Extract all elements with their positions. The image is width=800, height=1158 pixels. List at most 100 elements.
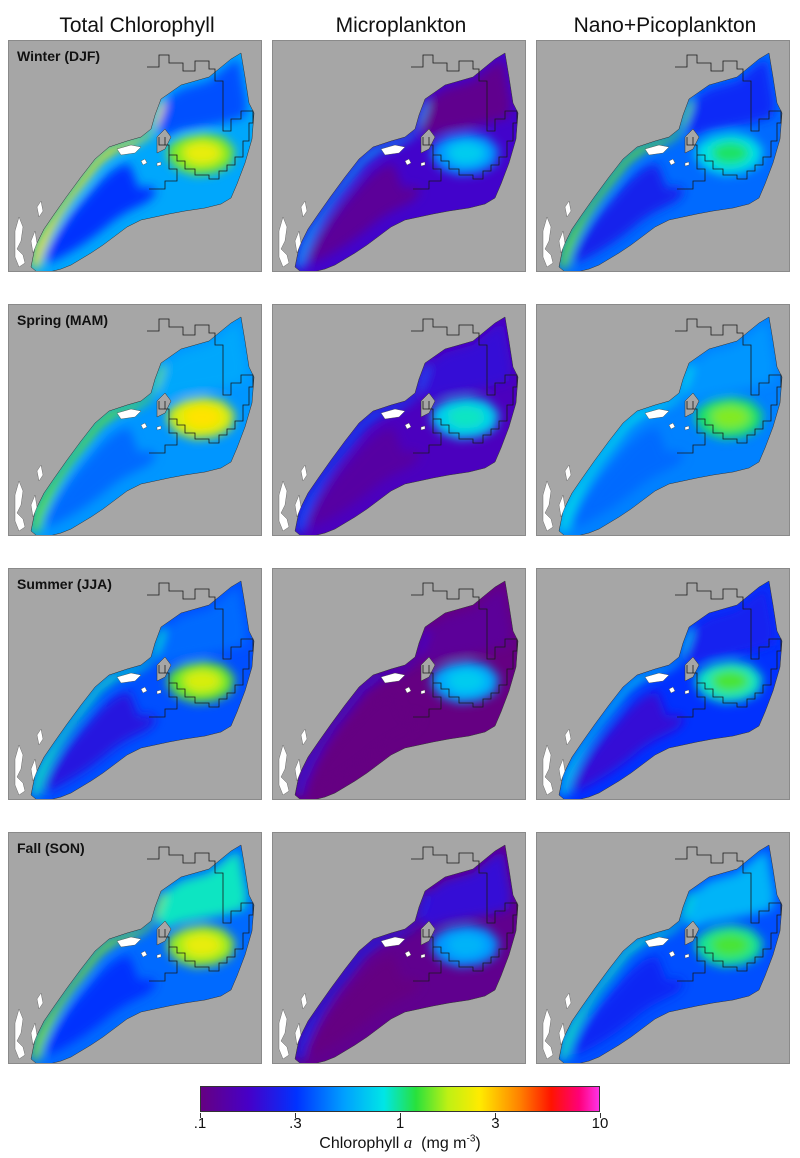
mid-shelf-region bbox=[307, 955, 421, 1055]
estuary bbox=[558, 1022, 566, 1046]
colorbar-tick bbox=[599, 1113, 601, 1118]
estuary bbox=[564, 464, 572, 482]
colorbar-tick bbox=[294, 1113, 296, 1118]
map-panel-fall-micro bbox=[272, 832, 526, 1064]
shelf-outline bbox=[30, 580, 255, 799]
ecoregion-boundary bbox=[411, 582, 518, 708]
shelf-outline bbox=[30, 52, 255, 271]
map-svg bbox=[542, 316, 783, 535]
cape-cod-land bbox=[684, 920, 700, 946]
gulf-of-maine-region bbox=[685, 323, 775, 401]
map-panel-spring-total: Spring (MAM) bbox=[8, 304, 262, 536]
cape-cod-land bbox=[420, 920, 436, 946]
map-panel-spring-nanopico bbox=[536, 304, 790, 536]
estuary bbox=[14, 480, 26, 532]
georges-bank-core bbox=[183, 141, 223, 165]
estuary bbox=[36, 992, 44, 1010]
island bbox=[156, 689, 162, 695]
georges-bank-core bbox=[711, 669, 751, 693]
map-panel-winter-nanopico bbox=[536, 40, 790, 272]
gulf-of-maine-region bbox=[685, 59, 775, 137]
estuary bbox=[294, 494, 302, 518]
ecoregion-boundary bbox=[149, 401, 178, 454]
georges-bank-core bbox=[711, 141, 751, 165]
coastal-band bbox=[31, 891, 165, 1061]
shelf-outline bbox=[30, 844, 255, 1063]
coastal-band bbox=[295, 627, 429, 797]
island bbox=[116, 144, 142, 156]
island bbox=[380, 936, 406, 948]
colorbar-tick-label: 10 bbox=[591, 1115, 609, 1132]
ecoregion-boundary bbox=[147, 318, 254, 444]
island bbox=[684, 161, 690, 167]
estuary bbox=[300, 464, 308, 482]
georges-bank-core bbox=[183, 405, 223, 429]
estuary bbox=[564, 728, 572, 746]
ecoregion-boundary bbox=[677, 665, 706, 718]
colorbar-tick bbox=[494, 1113, 496, 1118]
chlorophyll-field bbox=[559, 323, 775, 533]
colorbar-tick bbox=[399, 1113, 401, 1118]
estuary bbox=[542, 480, 554, 532]
island bbox=[668, 950, 676, 958]
estuary bbox=[542, 744, 554, 796]
island bbox=[404, 422, 412, 430]
ecoregion-boundary bbox=[147, 582, 254, 708]
cape-cod-land bbox=[684, 392, 700, 418]
island bbox=[380, 408, 406, 420]
estuary bbox=[294, 230, 302, 254]
ecoregion-boundary bbox=[413, 929, 442, 982]
map-svg bbox=[278, 52, 519, 271]
estuary bbox=[36, 200, 44, 218]
ecoregion-boundary bbox=[675, 54, 782, 180]
map-panel-spring-micro bbox=[272, 304, 526, 536]
ecoregion-boundary bbox=[675, 846, 782, 972]
mid-shelf-region bbox=[43, 691, 157, 791]
season-label: Summer (JJA) bbox=[17, 576, 112, 592]
georges-bank-core bbox=[711, 933, 751, 957]
island bbox=[420, 953, 426, 959]
colorbar-tick-label: 3 bbox=[491, 1115, 500, 1132]
ecoregion-boundary bbox=[675, 582, 782, 708]
estuary bbox=[542, 216, 554, 268]
island bbox=[644, 672, 670, 684]
colorbar-tick-label: .3 bbox=[289, 1115, 302, 1132]
ecoregion-boundary bbox=[413, 137, 442, 190]
column-title-micro: Microplankton bbox=[335, 14, 467, 37]
season-label: Winter (DJF) bbox=[17, 48, 101, 64]
island bbox=[156, 161, 162, 167]
ecoregion-boundary bbox=[677, 929, 706, 982]
island bbox=[684, 425, 690, 431]
map-svg bbox=[278, 580, 519, 799]
mid-shelf-region bbox=[307, 163, 421, 263]
estuary bbox=[278, 216, 290, 268]
estuary bbox=[558, 758, 566, 782]
gulf-of-maine-region bbox=[685, 851, 775, 929]
colorbar-label-exponent: -3 bbox=[466, 1133, 476, 1145]
island bbox=[644, 144, 670, 156]
estuary bbox=[30, 494, 38, 518]
coastal-band bbox=[559, 891, 693, 1061]
shelf-outline bbox=[294, 580, 519, 799]
island bbox=[116, 936, 142, 948]
ecoregion-boundary bbox=[411, 54, 518, 180]
island bbox=[420, 689, 426, 695]
coastal-band bbox=[559, 99, 693, 269]
season-label: Fall (SON) bbox=[17, 840, 85, 856]
map-svg bbox=[14, 52, 255, 271]
gulf-of-maine-region bbox=[421, 587, 511, 665]
colorbar-label-variable: a bbox=[403, 1133, 413, 1152]
gulf-of-maine-region bbox=[421, 851, 511, 929]
ecoregion-boundary bbox=[675, 318, 782, 444]
coastal-band bbox=[559, 363, 693, 533]
chlorophyll-field bbox=[295, 587, 511, 797]
island bbox=[420, 425, 426, 431]
map-svg bbox=[14, 844, 255, 1063]
georges-bank-core bbox=[447, 933, 487, 957]
coastal-band bbox=[31, 363, 165, 533]
mid-shelf-region bbox=[571, 427, 685, 527]
estuary bbox=[564, 992, 572, 1010]
ecoregion-boundary bbox=[677, 401, 706, 454]
ecoregion-boundary bbox=[413, 665, 442, 718]
cape-cod-land bbox=[156, 920, 172, 946]
